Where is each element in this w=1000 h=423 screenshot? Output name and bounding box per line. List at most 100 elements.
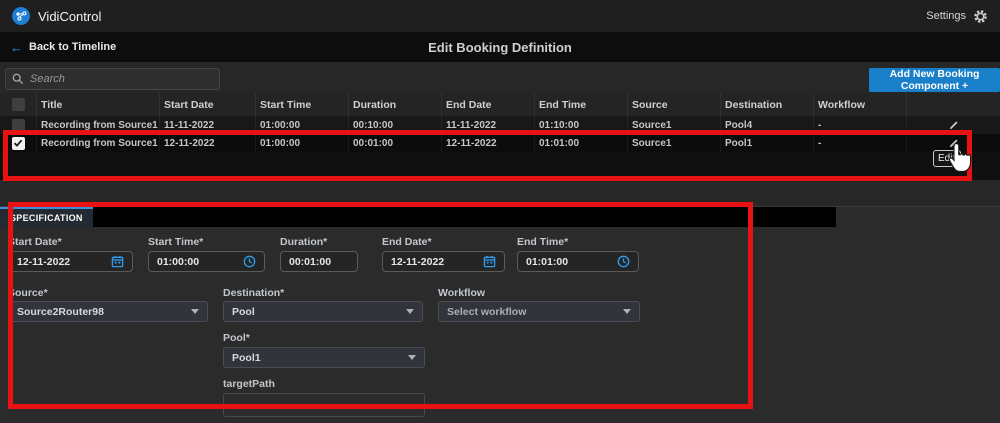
cell-duration: 00:10:00 <box>348 116 441 134</box>
edit-row-button[interactable] <box>948 138 959 149</box>
pencil-icon <box>949 138 958 147</box>
column-header-start-time[interactable]: Start Time <box>255 93 348 116</box>
cell-destination: Pool4 <box>720 116 813 134</box>
pool-label: Pool* <box>223 332 250 344</box>
table-row-selected[interactable]: Recording from Source1 on Pool1 12-11-20… <box>0 134 1000 152</box>
chevron-down-icon <box>191 309 199 314</box>
settings-button[interactable]: Settings <box>926 9 988 24</box>
end-time-input[interactable] <box>526 255 611 268</box>
chevron-down-icon <box>408 355 416 360</box>
cell-source: Source1 <box>627 134 720 152</box>
duration-field[interactable] <box>280 251 358 272</box>
chevron-down-icon <box>623 309 631 314</box>
calendar-icon[interactable] <box>111 255 124 268</box>
search-icon <box>12 73 24 85</box>
end-time-field[interactable] <box>517 251 639 272</box>
start-date-label: Start Date* <box>8 236 62 248</box>
table-row[interactable]: Recording from Source1 on Pool4 11-11-20… <box>0 116 1000 134</box>
destination-dropdown[interactable]: Pool <box>223 301 423 322</box>
vidicontrol-logo-icon <box>12 7 30 25</box>
duration-label: Duration* <box>280 236 328 248</box>
settings-label: Settings <box>926 10 966 22</box>
destination-dropdown-value: Pool <box>232 305 255 318</box>
table-header-row: Title Start Date Start Time Duration End… <box>0 93 1000 116</box>
select-all-checkbox[interactable] <box>11 98 25 111</box>
workflow-dropdown-value: Select workflow <box>447 305 527 318</box>
cell-title: Recording from Source1 on Pool1 <box>36 134 159 152</box>
cell-actions <box>906 116 1000 134</box>
start-date-field[interactable] <box>8 251 133 272</box>
pencil-icon <box>949 120 958 129</box>
column-header-source[interactable]: Source <box>627 93 720 116</box>
search-box[interactable] <box>5 68 220 90</box>
cell-duration: 00:01:00 <box>348 134 441 152</box>
target-path-input[interactable] <box>224 394 424 416</box>
check-icon <box>13 139 23 147</box>
clock-icon[interactable] <box>617 255 630 268</box>
workflow-dropdown[interactable]: Select workflow <box>438 301 640 322</box>
column-header-title[interactable]: Title <box>36 93 159 116</box>
cell-end-date: 11-11-2022 <box>441 116 534 134</box>
source-dropdown[interactable]: Source2Router98 <box>8 301 208 322</box>
back-arrow-icon: ← <box>10 39 23 55</box>
cell-source: Source1 <box>627 116 720 134</box>
column-header-workflow[interactable]: Workflow <box>813 93 906 116</box>
target-path-field[interactable] <box>223 393 425 417</box>
row-checkbox-checked[interactable] <box>11 136 25 150</box>
cell-end-date: 12-11-2022 <box>441 134 534 152</box>
target-path-label: targetPath <box>223 378 275 390</box>
row-checkbox-cell <box>0 116 36 134</box>
column-header-start-date[interactable]: Start Date <box>159 93 255 116</box>
row-checkbox-cell <box>0 134 36 152</box>
cell-start-date: 11-11-2022 <box>159 116 255 134</box>
cell-workflow: - <box>813 116 906 134</box>
sub-header: Edit Booking Definition ← Back to Timeli… <box>0 32 1000 62</box>
app-title: VidiControl <box>38 8 102 24</box>
cell-destination: Pool1 <box>720 134 813 152</box>
column-header-destination[interactable]: Destination <box>720 93 813 116</box>
back-label: Back to Timeline <box>29 41 117 53</box>
tab-strip: SPECIFICATION <box>0 207 836 227</box>
pool-dropdown[interactable]: Pool1 <box>223 347 425 368</box>
tab-specification[interactable]: SPECIFICATION <box>0 207 93 227</box>
top-bar: VidiControl Settings <box>0 0 1000 32</box>
cell-start-date: 12-11-2022 <box>159 134 255 152</box>
duration-input[interactable] <box>289 255 349 268</box>
booking-components-table: Title Start Date Start Time Duration End… <box>0 93 1000 180</box>
cell-end-time: 01:01:00 <box>534 134 627 152</box>
cell-workflow: - <box>813 134 906 152</box>
edit-row-button[interactable] <box>948 120 959 131</box>
source-label: Source* <box>8 287 48 299</box>
search-input[interactable] <box>30 73 213 85</box>
gear-icon <box>974 9 987 23</box>
start-time-label: Start Time* <box>148 236 204 248</box>
pool-dropdown-value: Pool1 <box>232 351 261 364</box>
cell-start-time: 01:00:00 <box>255 134 348 152</box>
clock-icon[interactable] <box>243 255 256 268</box>
column-header-actions <box>906 93 1000 116</box>
column-header-end-date[interactable]: End Date <box>441 93 534 116</box>
column-header-end-time[interactable]: End Time <box>534 93 627 116</box>
column-header-duration[interactable]: Duration <box>348 93 441 116</box>
cell-start-time: 01:00:00 <box>255 116 348 134</box>
page-title: Edit Booking Definition <box>428 39 572 55</box>
destination-label: Destination* <box>223 287 285 299</box>
start-time-field[interactable] <box>148 251 265 272</box>
calendar-icon[interactable] <box>483 255 496 268</box>
end-date-field[interactable] <box>382 251 505 272</box>
table-empty-area <box>0 152 1000 180</box>
start-time-input[interactable] <box>157 255 237 268</box>
back-to-timeline-link[interactable]: ← Back to Timeline <box>10 32 116 62</box>
start-date-input[interactable] <box>17 255 105 268</box>
end-date-input[interactable] <box>391 255 477 268</box>
cell-title: Recording from Source1 on Pool4 <box>36 116 159 134</box>
row-checkbox[interactable] <box>11 118 25 132</box>
workflow-label: Workflow <box>438 287 486 299</box>
app-logo: VidiControl <box>12 7 101 25</box>
end-time-label: End Time* <box>517 236 569 248</box>
header-checkbox-cell <box>0 93 36 116</box>
source-dropdown-value: Source2Router98 <box>17 305 104 318</box>
add-new-booking-component-button[interactable]: Add New Booking Component + <box>869 68 1000 92</box>
edit-tooltip: Edit <box>933 150 961 167</box>
